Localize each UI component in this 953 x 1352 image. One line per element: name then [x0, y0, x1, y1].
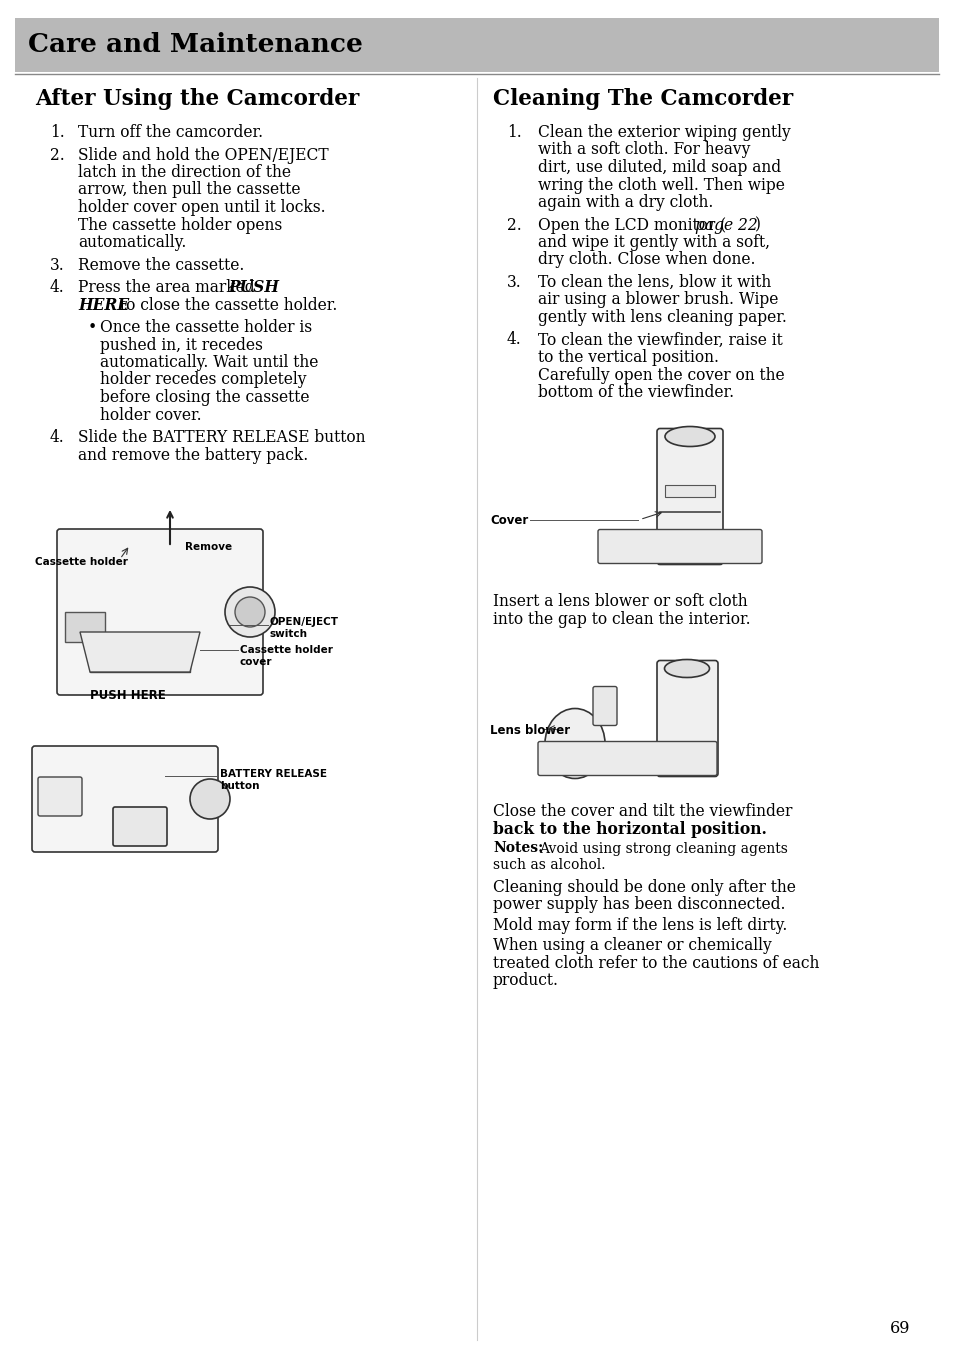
Text: PUSH HERE: PUSH HERE — [90, 690, 166, 702]
Text: such as alcohol.: such as alcohol. — [493, 859, 605, 872]
Text: Slide the BATTERY RELEASE button: Slide the BATTERY RELEASE button — [78, 429, 365, 446]
FancyBboxPatch shape — [112, 807, 167, 846]
Text: 1.: 1. — [506, 124, 521, 141]
Text: dirt, use diluted, mild soap and: dirt, use diluted, mild soap and — [537, 160, 781, 176]
Text: 69: 69 — [888, 1320, 909, 1337]
Text: 4.: 4. — [50, 429, 65, 446]
Text: latch in the direction of the: latch in the direction of the — [78, 164, 291, 181]
FancyBboxPatch shape — [598, 530, 761, 564]
Text: After Using the Camcorder: After Using the Camcorder — [35, 88, 359, 110]
Text: button: button — [220, 781, 259, 791]
Text: power supply has been disconnected.: power supply has been disconnected. — [493, 896, 784, 913]
Text: OPEN/EJECT: OPEN/EJECT — [270, 617, 338, 627]
Text: Remove: Remove — [185, 542, 232, 552]
Polygon shape — [80, 631, 200, 672]
Text: bottom of the viewfinder.: bottom of the viewfinder. — [537, 384, 734, 402]
Text: Avoid using strong cleaning agents: Avoid using strong cleaning agents — [538, 841, 787, 856]
Text: Press the area marked: Press the area marked — [78, 279, 259, 296]
Text: Cover: Cover — [490, 515, 528, 527]
Text: cover: cover — [240, 657, 273, 667]
FancyBboxPatch shape — [537, 741, 717, 776]
FancyBboxPatch shape — [657, 661, 718, 776]
Text: Open the LCD monitor (: Open the LCD monitor ( — [537, 216, 725, 234]
FancyBboxPatch shape — [38, 777, 82, 817]
Text: 2.: 2. — [506, 216, 521, 234]
Text: holder cover open until it locks.: holder cover open until it locks. — [78, 199, 325, 216]
Text: ): ) — [754, 216, 760, 234]
Text: and remove the battery pack.: and remove the battery pack. — [78, 446, 308, 464]
Text: Mold may form if the lens is left dirty.: Mold may form if the lens is left dirty. — [493, 917, 786, 933]
Text: 4.: 4. — [50, 279, 65, 296]
Text: Lens blower: Lens blower — [490, 723, 570, 737]
Text: •: • — [88, 319, 97, 337]
Text: Cassette holder: Cassette holder — [35, 557, 128, 566]
Text: To clean the lens, blow it with: To clean the lens, blow it with — [537, 274, 770, 291]
Text: To clean the viewfinder, raise it: To clean the viewfinder, raise it — [537, 331, 781, 349]
Circle shape — [190, 779, 230, 819]
Text: Clean the exterior wiping gently: Clean the exterior wiping gently — [537, 124, 790, 141]
Bar — [15, 18, 938, 72]
Bar — [90, 652, 190, 672]
Text: Care and Maintenance: Care and Maintenance — [28, 31, 362, 57]
Bar — [664, 484, 714, 496]
Text: Once the cassette holder is: Once the cassette holder is — [100, 319, 312, 337]
Text: Turn off the camcorder.: Turn off the camcorder. — [78, 124, 263, 141]
Text: page 22: page 22 — [695, 216, 757, 234]
Text: The cassette holder opens: The cassette holder opens — [78, 216, 282, 234]
Text: Carefully open the cover on the: Carefully open the cover on the — [537, 366, 783, 384]
Text: Notes:: Notes: — [493, 841, 542, 856]
Text: wring the cloth well. Then wipe: wring the cloth well. Then wipe — [537, 177, 784, 193]
FancyBboxPatch shape — [657, 429, 722, 565]
Text: PUSH: PUSH — [228, 279, 278, 296]
Text: to close the cassette holder.: to close the cassette holder. — [120, 296, 337, 314]
Text: Cleaning The Camcorder: Cleaning The Camcorder — [493, 88, 792, 110]
Text: before closing the cassette: before closing the cassette — [100, 389, 309, 406]
Text: treated cloth refer to the cautions of each: treated cloth refer to the cautions of e… — [493, 955, 819, 972]
Bar — [65, 612, 105, 642]
Text: Cleaning should be done only after the: Cleaning should be done only after the — [493, 879, 795, 895]
Text: gently with lens cleaning paper.: gently with lens cleaning paper. — [537, 310, 786, 326]
Ellipse shape — [664, 660, 709, 677]
Text: 3.: 3. — [50, 257, 65, 273]
Text: 3.: 3. — [506, 274, 521, 291]
Text: BATTERY RELEASE: BATTERY RELEASE — [220, 769, 327, 779]
Text: HERE: HERE — [78, 296, 129, 314]
Text: and wipe it gently with a soft,: and wipe it gently with a soft, — [537, 234, 769, 251]
FancyBboxPatch shape — [57, 529, 263, 695]
Circle shape — [234, 598, 265, 627]
Text: automatically.: automatically. — [78, 234, 186, 251]
Text: Cassette holder: Cassette holder — [240, 645, 333, 654]
FancyBboxPatch shape — [32, 746, 218, 852]
Text: holder cover.: holder cover. — [100, 407, 201, 423]
Ellipse shape — [664, 426, 714, 446]
Text: holder recedes completely: holder recedes completely — [100, 372, 306, 388]
Text: 1.: 1. — [50, 124, 65, 141]
Text: product.: product. — [493, 972, 558, 990]
Text: arrow, then pull the cassette: arrow, then pull the cassette — [78, 181, 300, 199]
FancyBboxPatch shape — [593, 687, 617, 726]
Text: Insert a lens blower or soft cloth: Insert a lens blower or soft cloth — [493, 594, 747, 611]
Circle shape — [225, 587, 274, 637]
Text: into the gap to clean the interior.: into the gap to clean the interior. — [493, 611, 750, 627]
Text: air using a blower brush. Wipe: air using a blower brush. Wipe — [537, 292, 778, 308]
Text: automatically. Wait until the: automatically. Wait until the — [100, 354, 318, 370]
Text: with a soft cloth. For heavy: with a soft cloth. For heavy — [537, 142, 750, 158]
Text: When using a cleaner or chemically: When using a cleaner or chemically — [493, 937, 771, 955]
Text: Remove the cassette.: Remove the cassette. — [78, 257, 244, 273]
Text: pushed in, it recedes: pushed in, it recedes — [100, 337, 263, 353]
Text: to the vertical position.: to the vertical position. — [537, 349, 719, 366]
Text: again with a dry cloth.: again with a dry cloth. — [537, 193, 713, 211]
Text: dry cloth. Close when done.: dry cloth. Close when done. — [537, 251, 755, 269]
Text: switch: switch — [270, 629, 308, 639]
Text: back to the horizontal position.: back to the horizontal position. — [493, 821, 766, 838]
Text: Close the cover and tilt the viewfinder: Close the cover and tilt the viewfinder — [493, 803, 792, 821]
Ellipse shape — [544, 708, 604, 779]
Text: 4.: 4. — [506, 331, 521, 349]
Text: Slide and hold the OPEN/EJECT: Slide and hold the OPEN/EJECT — [78, 146, 328, 164]
Text: 2.: 2. — [50, 146, 65, 164]
